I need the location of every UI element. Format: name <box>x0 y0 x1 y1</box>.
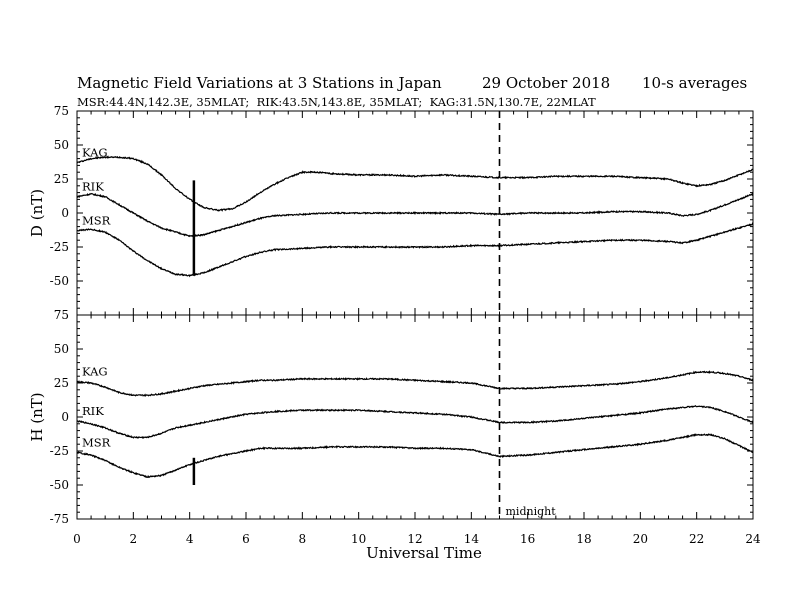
series-line-rik <box>76 404 754 439</box>
series-line-msr <box>76 222 754 278</box>
series-label-msr: MSR <box>82 435 111 449</box>
chart-averaging: 10-s averages <box>642 74 747 92</box>
x-tick-label: 20 <box>633 532 648 546</box>
x-tick-label: 0 <box>73 532 81 546</box>
series-line-kag <box>76 370 754 397</box>
x-tick-label: 8 <box>299 532 307 546</box>
y-tick-label: 0 <box>61 410 69 424</box>
series-line-kag <box>76 155 754 212</box>
station-coordinates: MSR:44.4N,142.3E, 35MLAT; RIK:43.5N,143.… <box>77 95 596 109</box>
series-line-rik <box>76 192 754 238</box>
x-tick-label: 14 <box>464 532 480 546</box>
panel-h: 75 50 25 0 -25 -50 -75 H (nT) KAG RIK MSR <box>28 308 754 526</box>
series-label-rik: RIK <box>82 180 104 194</box>
x-tick-label: 4 <box>186 532 194 546</box>
y-tick-label: -50 <box>50 478 69 492</box>
x-tick-label: 2 <box>130 532 138 546</box>
y-tick-label: -25 <box>50 240 69 254</box>
y-tick-label: 75 <box>54 104 69 118</box>
y-tick-label: -75 <box>50 512 69 526</box>
y-tick-label: -25 <box>50 444 69 458</box>
y-tick-label: -50 <box>50 274 69 288</box>
x-tick-label: 16 <box>520 532 535 546</box>
series-label-kag: KAG <box>82 146 108 160</box>
x-tick-label: 22 <box>689 532 704 546</box>
series-label-msr: MSR <box>82 214 111 228</box>
x-tick-label: 12 <box>407 532 422 546</box>
y-axis-label: H (nT) <box>28 392 46 441</box>
chart-date: 29 October 2018 <box>482 74 610 92</box>
y-tick-label: 50 <box>54 342 69 356</box>
y-tick-label: 25 <box>54 376 69 390</box>
midnight-label: midnight <box>506 505 557 518</box>
series-label-rik: RIK <box>82 404 104 418</box>
y-tick-label: 50 <box>54 138 69 152</box>
y-tick-label: 25 <box>54 172 69 186</box>
y-axis-label: D (nT) <box>28 189 46 237</box>
series-line-msr <box>76 433 754 479</box>
x-tick-label: 6 <box>242 532 250 546</box>
x-tick-label: 10 <box>351 532 366 546</box>
panels-layer: 75 50 25 0 -25 -50 D (nT) KAG RIK MSR 75 50 25 0 -25 -5… <box>28 104 761 546</box>
y-tick-label: 0 <box>61 206 69 220</box>
panel-d: 75 50 25 0 -25 -50 D (nT) KAG RIK MSR <box>28 104 754 316</box>
x-axis-label: Universal Time <box>366 544 482 562</box>
series-label-kag: KAG <box>82 365 108 379</box>
x-tick-label: 24 <box>745 532 761 546</box>
chart-title: Magnetic Field Variations at 3 Stations … <box>77 74 442 92</box>
panel-frame <box>76 314 754 520</box>
x-tick-label: 18 <box>576 532 591 546</box>
y-tick-label: 75 <box>54 308 69 322</box>
